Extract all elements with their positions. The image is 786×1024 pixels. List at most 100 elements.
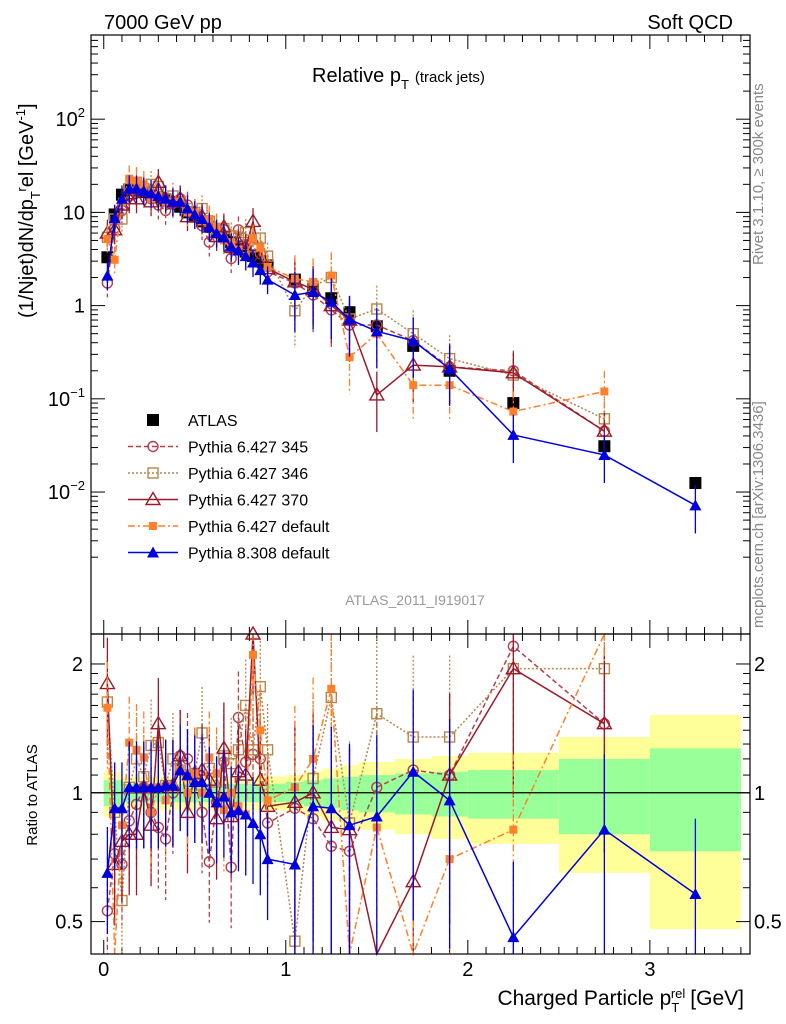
legend-marker bbox=[147, 440, 159, 453]
data-point bbox=[137, 184, 150, 196]
data-point bbox=[407, 334, 420, 346]
legend-item-pythia-6-427-345: Pythia 6.427 345 bbox=[128, 440, 308, 457]
ratio-data-point bbox=[166, 779, 179, 791]
data-point bbox=[598, 448, 611, 460]
main-y-tick-label-exp: −1 bbox=[70, 385, 85, 400]
ratio-y-tick-label: 0.5 bbox=[55, 912, 83, 934]
ratio-y-axis-label: Ratio to ATLAS bbox=[24, 744, 41, 845]
ratio-data-point bbox=[263, 796, 272, 805]
legend-item-pythia-6-427-346: Pythia 6.427 346 bbox=[128, 466, 308, 483]
ratio-series-pythia-8-308-default bbox=[101, 690, 702, 954]
data-point bbox=[115, 192, 128, 204]
rivet-version-label: Rivet 3.1.10, ≥ 300k events bbox=[750, 83, 767, 265]
series-pythia-8-308-default bbox=[101, 175, 702, 534]
data-point bbox=[108, 212, 121, 224]
series-line bbox=[106, 190, 605, 432]
ratio-data-point bbox=[217, 790, 230, 802]
ratio-plot-panel: 0.5 0.5 1 1 2 2 0 1 2 3 bbox=[55, 625, 782, 981]
data-point bbox=[261, 273, 274, 285]
main-y-tick-label: 10−2 bbox=[48, 478, 85, 504]
ratio-data-point bbox=[239, 808, 252, 820]
data-point bbox=[689, 499, 702, 511]
ratio-data-point bbox=[596, 715, 613, 730]
ratio-data-point bbox=[254, 828, 267, 840]
collision-label: 7000 GeV pp bbox=[104, 12, 222, 34]
ratio-data-point bbox=[327, 684, 336, 693]
ratio-data-point bbox=[370, 810, 383, 822]
ratio-data-point bbox=[371, 708, 383, 720]
ratio-data-point bbox=[106, 856, 123, 871]
data-point bbox=[256, 243, 265, 252]
legend-marker bbox=[147, 546, 159, 558]
ratio-y-tick-label-right: 0.5 bbox=[754, 912, 782, 934]
ratio-data-point bbox=[232, 804, 245, 816]
main-y-tick-label-exp: 2 bbox=[78, 105, 85, 120]
data-point bbox=[174, 195, 187, 207]
data-point bbox=[600, 387, 609, 396]
x-tick-label: 2 bbox=[462, 959, 473, 981]
ratio-data-point bbox=[689, 888, 702, 900]
ratio-series-line bbox=[106, 667, 605, 942]
ratio-data-point bbox=[507, 931, 520, 943]
ratio-y-tick-label: 2 bbox=[72, 654, 83, 676]
ratio-data-point bbox=[307, 800, 320, 812]
legend-item-pythia-6-427-370: Pythia 6.427 370 bbox=[128, 491, 308, 510]
data-point bbox=[145, 187, 158, 199]
ratio-y-tick-label: 1 bbox=[72, 783, 83, 805]
data-point bbox=[128, 190, 145, 205]
main-frame bbox=[90, 34, 751, 635]
series-pythia-6-427-345 bbox=[101, 177, 611, 460]
data-point bbox=[443, 362, 456, 374]
data-point bbox=[210, 227, 223, 239]
data-point bbox=[181, 202, 194, 214]
data-point bbox=[159, 192, 172, 204]
ratio-data-point bbox=[115, 802, 128, 814]
legend: ATLAS Pythia 6.427 345 Pythia 6.427 346 Pyt… bbox=[128, 413, 330, 563]
main-y-tick-label: 10 bbox=[63, 202, 85, 224]
x-tick-label: 1 bbox=[280, 959, 291, 981]
data-point bbox=[247, 256, 260, 268]
ratio-data-point bbox=[325, 802, 338, 814]
data-point bbox=[288, 288, 301, 300]
ratio-data-point bbox=[210, 796, 223, 808]
legend-label: Pythia 6.427 345 bbox=[188, 440, 308, 457]
legend-marker bbox=[144, 491, 162, 506]
data-point bbox=[101, 269, 114, 281]
data-point bbox=[370, 325, 383, 337]
ratio-data-point bbox=[261, 853, 274, 865]
data-point bbox=[327, 271, 336, 280]
x-tick-label: 0 bbox=[98, 959, 109, 981]
data-point bbox=[101, 251, 114, 264]
main-y-tick-label-exp: −2 bbox=[70, 478, 85, 493]
plot-title: Relative pT (track jets) bbox=[312, 65, 485, 92]
legend-label: Pythia 6.427 370 bbox=[188, 493, 308, 510]
data-point bbox=[196, 212, 209, 224]
data-point bbox=[217, 231, 230, 243]
ratio-data-point bbox=[343, 819, 356, 831]
main-y-tick-label: 1 bbox=[74, 296, 85, 318]
ratio-data-point bbox=[598, 823, 611, 835]
ratio-series-line bbox=[106, 633, 606, 957]
ratio-axes: 0.5 0.5 1 1 2 2 0 1 2 3 bbox=[55, 634, 782, 981]
data-point bbox=[106, 221, 123, 236]
data-point bbox=[225, 240, 238, 252]
data-point bbox=[254, 264, 267, 276]
data-point bbox=[188, 208, 201, 220]
ratio-data-point bbox=[288, 858, 301, 870]
ratio-data-point bbox=[203, 786, 216, 798]
legend-marker bbox=[147, 414, 159, 426]
data-point bbox=[368, 386, 386, 401]
data-point bbox=[130, 182, 143, 194]
data-point bbox=[203, 220, 216, 232]
main-y-tick-label: 10−1 bbox=[48, 385, 85, 411]
data-point bbox=[507, 428, 520, 440]
legend-label: ATLAS bbox=[188, 413, 238, 430]
main-y-tick-label: 102 bbox=[56, 105, 85, 131]
ratio-series-layer bbox=[99, 625, 702, 957]
ratio-data-point bbox=[407, 765, 420, 777]
ratio-data-point bbox=[181, 769, 194, 781]
main-y-tick-label-base: 10 bbox=[48, 389, 70, 411]
ratio-y-tick-label-right: 2 bbox=[754, 654, 765, 676]
legend-item-pythia-8-308-default: Pythia 8.308 default bbox=[128, 546, 330, 563]
ratio-data-point bbox=[203, 856, 216, 868]
